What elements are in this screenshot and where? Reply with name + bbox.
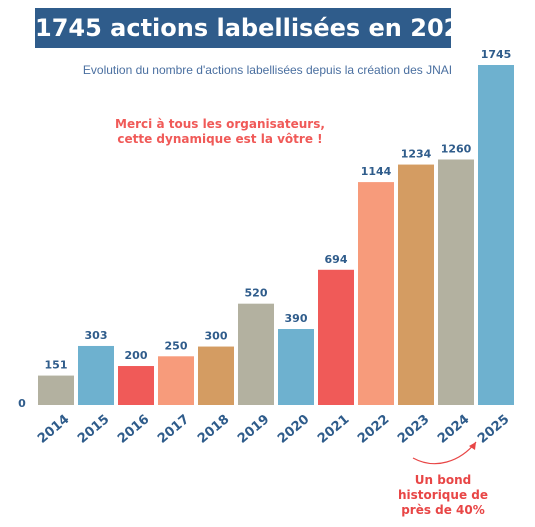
x-tick-label-2025: 2025 bbox=[475, 412, 512, 447]
chart-subtitle: Evolution du nombre d'actions labellisée… bbox=[82, 63, 453, 77]
data-label-2014: 151 bbox=[45, 359, 68, 372]
bond-line-3: près de 40% bbox=[401, 503, 485, 517]
data-label-2019: 520 bbox=[245, 287, 268, 300]
x-tick-label-2018: 2018 bbox=[195, 412, 232, 447]
bar-2020 bbox=[278, 329, 314, 405]
bond-annotation: Un bond historique de près de 40% bbox=[388, 473, 498, 518]
data-label-2016: 200 bbox=[125, 349, 148, 362]
data-label-2025: 1745 bbox=[481, 48, 512, 61]
bar-2014 bbox=[38, 375, 74, 405]
bar-2017 bbox=[158, 356, 194, 405]
x-tick-label-2016: 2016 bbox=[115, 412, 152, 447]
bond-line-2: historique de bbox=[398, 488, 488, 502]
thanks-line-2: cette dynamique est la vôtre ! bbox=[117, 132, 323, 146]
data-label-2024: 1260 bbox=[441, 142, 472, 155]
bar-2016 bbox=[118, 366, 154, 405]
x-tick-label-2021: 2021 bbox=[315, 412, 352, 447]
data-label-2015: 303 bbox=[85, 329, 108, 342]
x-tick-label-2015: 2015 bbox=[75, 412, 112, 447]
data-label-2022: 1144 bbox=[361, 165, 392, 178]
data-label-2017: 250 bbox=[165, 339, 188, 352]
x-tick-label-2024: 2024 bbox=[435, 412, 472, 447]
bar-2022 bbox=[358, 182, 394, 405]
x-tick-label-2022: 2022 bbox=[355, 412, 392, 447]
data-label-2021: 694 bbox=[325, 253, 348, 266]
bar-2019 bbox=[238, 303, 274, 405]
y-tick-label-0: 0 bbox=[18, 397, 26, 410]
bar-2015 bbox=[78, 345, 114, 405]
x-tick-label-2023: 2023 bbox=[395, 412, 432, 447]
thanks-line-1: Merci à tous les organisateurs, bbox=[115, 117, 325, 131]
x-tick-label-2014: 2014 bbox=[35, 412, 72, 447]
bond-line-1: Un bond bbox=[414, 473, 472, 487]
bar-2023 bbox=[398, 164, 434, 405]
x-tick-label-2017: 2017 bbox=[155, 412, 192, 447]
data-label-2018: 300 bbox=[205, 330, 228, 343]
data-label-2020: 390 bbox=[285, 312, 308, 325]
bond-arrow-head-icon bbox=[469, 442, 476, 450]
x-tick-label-2019: 2019 bbox=[235, 412, 272, 447]
x-tick-label-2020: 2020 bbox=[275, 412, 312, 447]
thanks-annotation: Merci à tous les organisateurs, cette dy… bbox=[90, 117, 350, 147]
bar-2021 bbox=[318, 269, 354, 405]
bar-2024 bbox=[438, 159, 474, 405]
data-label-2023: 1234 bbox=[401, 148, 432, 161]
chart-title: 1745 actions labellisées en 2025 bbox=[35, 8, 477, 48]
bar-2018 bbox=[198, 346, 234, 405]
bar-2025 bbox=[478, 65, 514, 405]
